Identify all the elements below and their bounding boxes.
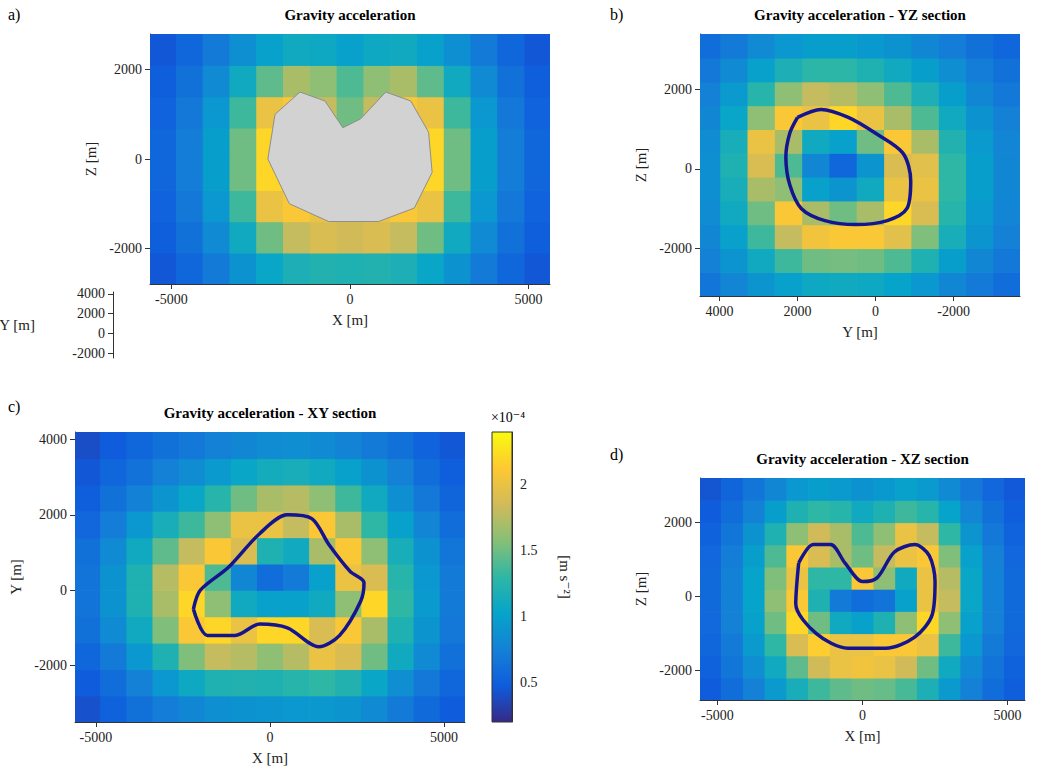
svg-text:X [m]: X [m] <box>844 728 880 744</box>
svg-text:0: 0 <box>347 292 354 307</box>
svg-text:a): a) <box>8 6 20 24</box>
svg-text:2000: 2000 <box>664 82 692 97</box>
svg-text:1: 1 <box>520 609 527 624</box>
svg-text:Gravity acceleration - XY sect: Gravity acceleration - XY section <box>164 405 377 421</box>
svg-text:1.5: 1.5 <box>520 543 538 558</box>
svg-text:[m s⁻²]: [m s⁻²] <box>557 555 573 599</box>
svg-text:5000: 5000 <box>994 708 1022 723</box>
svg-text:0: 0 <box>685 589 692 604</box>
svg-text:-2000: -2000 <box>659 241 692 256</box>
svg-text:2000: 2000 <box>114 62 142 77</box>
svg-text:-2000: -2000 <box>659 663 692 678</box>
svg-text:0: 0 <box>872 304 879 319</box>
svg-text:-5000: -5000 <box>701 708 734 723</box>
svg-text:0: 0 <box>859 708 866 723</box>
svg-text:×10⁻⁴: ×10⁻⁴ <box>491 410 525 425</box>
svg-text:Y [m]: Y [m] <box>8 559 24 595</box>
svg-text:2000: 2000 <box>39 507 67 522</box>
svg-text:Gravity acceleration: Gravity acceleration <box>284 7 416 23</box>
svg-text:X [m]: X [m] <box>252 750 288 766</box>
svg-text:Z [m]: Z [m] <box>633 148 649 183</box>
svg-text:4000: 4000 <box>77 286 105 301</box>
svg-text:-5000: -5000 <box>80 730 113 745</box>
svg-text:Gravity acceleration - XZ sect: Gravity acceleration - XZ section <box>756 451 969 467</box>
svg-text:c): c) <box>8 398 20 416</box>
svg-text:Z [m]: Z [m] <box>83 142 99 177</box>
svg-text:4000: 4000 <box>39 432 67 447</box>
svg-text:-2000: -2000 <box>72 346 105 361</box>
svg-text:2000: 2000 <box>784 304 812 319</box>
svg-text:b): b) <box>610 6 623 24</box>
svg-text:0: 0 <box>60 583 67 598</box>
svg-text:-2000: -2000 <box>109 241 142 256</box>
svg-text:2000: 2000 <box>77 306 105 321</box>
svg-text:0.5: 0.5 <box>520 675 538 690</box>
svg-text:Z [m]: Z [m] <box>633 572 649 607</box>
svg-text:-2000: -2000 <box>937 304 970 319</box>
svg-text:0: 0 <box>267 730 274 745</box>
svg-text:d): d) <box>610 446 623 464</box>
svg-text:5000: 5000 <box>430 730 458 745</box>
svg-text:0: 0 <box>135 152 142 167</box>
svg-text:X [m]: X [m] <box>332 312 368 328</box>
svg-text:Gravity acceleration - YZ sect: Gravity acceleration - YZ section <box>754 7 967 23</box>
svg-text:0: 0 <box>98 326 105 341</box>
svg-text:Y [m]: Y [m] <box>842 324 878 340</box>
svg-text:Y [m]: Y [m] <box>0 317 35 333</box>
svg-text:-2000: -2000 <box>34 658 67 673</box>
svg-text:2: 2 <box>520 477 527 492</box>
svg-text:-5000: -5000 <box>155 292 188 307</box>
svg-text:4000: 4000 <box>706 304 734 319</box>
svg-text:2000: 2000 <box>664 515 692 530</box>
svg-text:5000: 5000 <box>515 292 543 307</box>
svg-text:0: 0 <box>685 161 692 176</box>
